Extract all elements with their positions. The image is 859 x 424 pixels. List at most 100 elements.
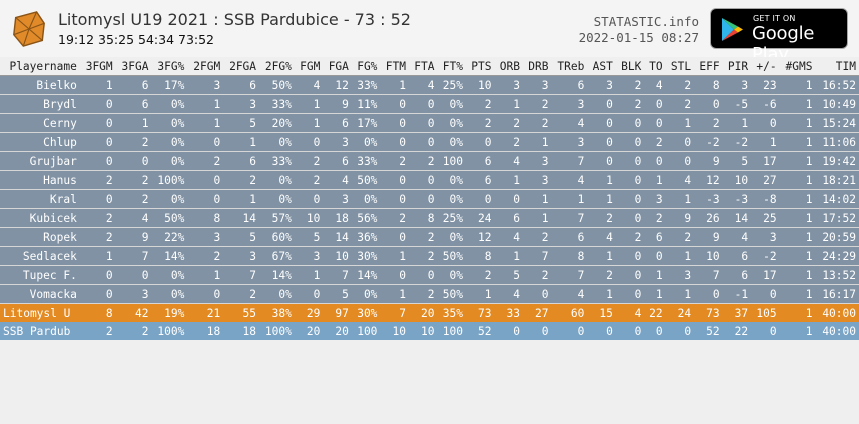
stat-cell: 16:17 [815, 285, 859, 304]
stat-cell: 100 [437, 152, 466, 171]
column-header[interactable]: FG% [351, 57, 381, 76]
player-row: Sedlacek 1 7 14% 2 3 67% 3 10 30% 1 2 50% 8 1 7 8 1 0 0 1 10 6… [0, 247, 859, 266]
player-name[interactable]: Kubicek [0, 209, 80, 228]
column-header[interactable]: TIM [815, 57, 859, 76]
player-row: Kubicek 2 4 50% 8 14 57% 10 18 56% 2 8 25% 24 6 1 7 2 0 2 9 2… [0, 209, 859, 228]
stat-cell: 0 [408, 266, 438, 285]
stat-cell: 3 [751, 228, 780, 247]
team-name: SSB Pardub [0, 322, 80, 340]
column-header[interactable]: 3FGA [115, 57, 152, 76]
stat-cell: 100 [351, 322, 381, 340]
stat-cell: 50% [259, 76, 295, 95]
stat-cell: 14% [259, 266, 295, 285]
column-header[interactable]: 3FG% [151, 57, 188, 76]
stat-cell: 25% [437, 209, 466, 228]
player-name[interactable]: Kral [0, 190, 80, 209]
stat-cell: 0 [615, 209, 645, 228]
stat-cell: 0 [294, 190, 324, 209]
stat-cell: 8 [79, 304, 116, 322]
column-header[interactable]: DRB [523, 57, 552, 76]
stat-cell: 0 [587, 133, 616, 152]
stat-cell: 0 [79, 95, 116, 114]
stat-cell: 2 [694, 114, 723, 133]
stat-cell: 6 [115, 76, 152, 95]
column-header[interactable]: PTS [465, 57, 495, 76]
stat-cell: 20 [408, 304, 438, 322]
stat-cell: 0% [351, 133, 381, 152]
site-link[interactable]: STATASTIC.info [593, 14, 699, 29]
stat-cell: 2 [115, 171, 152, 190]
player-name[interactable]: Bielko [0, 76, 80, 95]
stat-cell: 0% [151, 95, 188, 114]
stat-cell: 0% [151, 266, 188, 285]
stat-cell: 0 [615, 322, 645, 340]
stat-cell: 0 [408, 133, 438, 152]
stat-cell: 0 [615, 285, 645, 304]
table-body: Bielko 1 6 17% 3 6 50% 4 12 33% 1 4 25% 10 3 3 6 3 2 4 2 8 3 23… [0, 76, 859, 340]
column-header[interactable]: AST [587, 57, 616, 76]
stat-cell: 6 [551, 228, 588, 247]
stat-cell: -3 [722, 190, 752, 209]
stat-cell: 9 [115, 228, 152, 247]
stat-cell: 0 [751, 285, 780, 304]
player-name[interactable]: Hanus [0, 171, 80, 190]
column-header[interactable]: FGA [323, 57, 352, 76]
player-row: Grujbar 0 0 0% 2 6 33% 2 6 33% 2 2 100 6 4 3 7 0 0 0 0 9 5 17 1 1… [0, 152, 859, 171]
stat-cell: 17:52 [815, 209, 859, 228]
stat-cell: -1 [722, 285, 752, 304]
stat-cell: 4 [323, 171, 352, 190]
stat-cell: 2 [644, 133, 666, 152]
player-name[interactable]: Grujbar [0, 152, 80, 171]
column-header[interactable]: PIR [722, 57, 752, 76]
column-header[interactable]: FGM [294, 57, 324, 76]
column-header[interactable]: FTM [380, 57, 409, 76]
game-date: 2022-01-15 08:27 [578, 30, 699, 45]
column-header[interactable]: FTA [408, 57, 438, 76]
column-header[interactable]: 2FG% [259, 57, 295, 76]
player-name[interactable]: Tupec F. [0, 266, 80, 285]
player-name[interactable]: Cerny [0, 114, 80, 133]
player-name[interactable]: Brydl [0, 95, 80, 114]
stat-cell: 3 [323, 190, 352, 209]
stat-cell: 2 [187, 152, 224, 171]
column-header[interactable]: 2FGA [223, 57, 260, 76]
column-header[interactable]: +/- [751, 57, 780, 76]
stat-cell: 1 [779, 133, 816, 152]
stat-cell: 0 [408, 190, 438, 209]
stat-cell: 1 [294, 266, 324, 285]
stat-cell: 0% [437, 171, 466, 190]
column-header[interactable]: #GMS [779, 57, 816, 76]
column-header[interactable]: BLK [615, 57, 645, 76]
stat-cell: 3 [587, 76, 616, 95]
stat-cell: 2 [465, 95, 495, 114]
stat-cell: -3 [694, 190, 723, 209]
google-play-badge[interactable]: GET IT ON Google Play [710, 8, 848, 65]
stat-cell: 0 [615, 133, 645, 152]
column-header[interactable]: TO [644, 57, 666, 76]
stat-cell: 42 [115, 304, 152, 322]
stat-cell: 1 [523, 209, 552, 228]
column-header[interactable]: ORB [494, 57, 523, 76]
stat-cell: 6 [323, 152, 352, 171]
player-row: Chlup 0 2 0% 0 1 0% 0 3 0% 0 0 0% 0 2 1 3 0 0 2 0 -2 -2 1 1 11:06 [0, 133, 859, 152]
stat-cell: 33% [259, 95, 295, 114]
column-header[interactable]: 2FGM [187, 57, 224, 76]
stat-cell: 2 [79, 228, 116, 247]
column-header[interactable]: EFF [694, 57, 723, 76]
stat-cell: 22% [151, 228, 188, 247]
stat-cell: 2 [223, 171, 260, 190]
column-header[interactable]: FT% [437, 57, 466, 76]
player-name[interactable]: Ropek [0, 228, 80, 247]
stat-cell: 15 [587, 304, 616, 322]
column-header[interactable]: STL [665, 57, 695, 76]
player-name[interactable]: Chlup [0, 133, 80, 152]
stat-cell: 33% [259, 152, 295, 171]
stat-cell: 20 [294, 322, 324, 340]
player-name[interactable]: Sedlacek [0, 247, 80, 266]
column-header[interactable]: 3FGM [79, 57, 116, 76]
player-name[interactable]: Vomacka [0, 285, 80, 304]
column-header[interactable]: TReb [551, 57, 588, 76]
table-header-row: Playername 3FGM 3FGA 3FG% 2FGM 2FGA 2FG% FGM FGA… [0, 57, 859, 76]
stat-cell: 3 [223, 95, 260, 114]
column-header[interactable]: Playername [0, 57, 80, 76]
